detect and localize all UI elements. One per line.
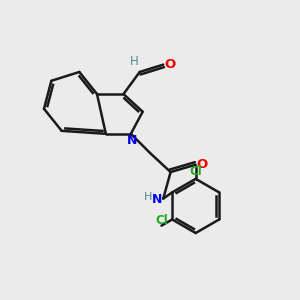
- Text: N: N: [152, 193, 162, 206]
- Text: O: O: [196, 158, 208, 171]
- Text: N: N: [127, 134, 137, 147]
- Text: Cl: Cl: [189, 165, 202, 178]
- Text: H: H: [130, 55, 139, 68]
- Text: H: H: [144, 192, 153, 202]
- Text: O: O: [164, 58, 176, 71]
- Text: Cl: Cl: [155, 214, 168, 227]
